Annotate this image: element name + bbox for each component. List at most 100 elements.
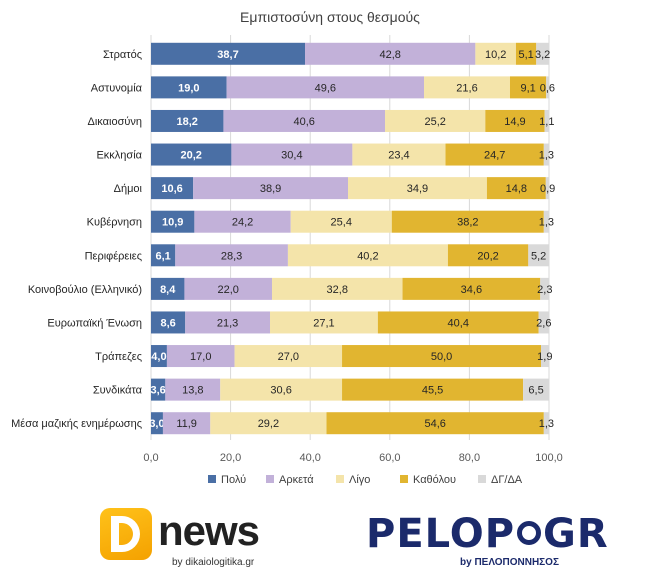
dnews-logo-word: news	[158, 507, 260, 554]
bar-segment	[185, 311, 271, 334]
bar-segment	[424, 76, 510, 99]
bar-segment	[151, 311, 186, 334]
pelop-logo-subtitle: by ΠΕΛΟΠΟΝΝΗΣΟΣ	[460, 557, 559, 568]
legend-label: Καθόλου	[413, 474, 456, 486]
legend-label: Λίγο	[349, 474, 370, 486]
bar-segment	[162, 412, 211, 435]
x-tick-label: 20,0	[220, 452, 241, 464]
bar-segment	[226, 76, 425, 99]
data-label: 34,6	[461, 284, 482, 296]
bar-segment	[528, 244, 549, 267]
data-label: 14,8	[506, 183, 527, 195]
data-label: 45,5	[422, 385, 443, 397]
bar-segment	[391, 210, 544, 233]
bar-segment	[193, 177, 349, 200]
bar-segment	[271, 277, 403, 300]
bar-segment	[342, 378, 524, 401]
data-label: 2,3	[537, 284, 552, 296]
dnews-logo-subtitle: by dikaiologitika.gr	[172, 557, 255, 568]
bar-segment	[151, 378, 166, 401]
bar-segment	[342, 345, 542, 368]
bar-segment	[540, 277, 550, 300]
data-label: 50,0	[431, 351, 452, 363]
data-label: 38,2	[457, 217, 478, 229]
bar-segment	[220, 378, 343, 401]
data-label: 29,2	[258, 418, 279, 430]
bar-segment	[151, 412, 163, 435]
bar-segment	[184, 277, 272, 300]
x-tick-label: 80,0	[459, 452, 480, 464]
pelop-logo-word: PELOP GR	[366, 511, 609, 557]
bar-segment	[194, 210, 291, 233]
category-label: Δικαιοσύνη	[87, 116, 142, 128]
data-label: 20,2	[477, 250, 498, 262]
data-label: 22,0	[218, 284, 239, 296]
category-label: Κοινοβούλιο (Ελληνικό)	[28, 284, 142, 296]
bar-segment	[151, 76, 227, 99]
data-label: 5,1	[518, 49, 533, 61]
data-label: 14,9	[504, 116, 525, 128]
data-label: 42,8	[379, 49, 400, 61]
bar-segment	[447, 244, 529, 267]
x-tick-label: 100,0	[535, 452, 563, 464]
legend-label: Πολύ	[221, 474, 246, 486]
legend-swatch	[266, 475, 274, 483]
data-label: 0,6	[540, 82, 555, 94]
x-tick-label: 40,0	[299, 452, 320, 464]
legend-swatch	[208, 475, 216, 483]
bar-segment	[270, 311, 378, 334]
bar-segment	[151, 42, 306, 65]
bar-segment	[543, 143, 549, 166]
data-label: 38,7	[217, 49, 238, 61]
bar-segment	[536, 42, 549, 65]
bar-segment	[151, 143, 232, 166]
data-label: 40,6	[294, 116, 315, 128]
category-label: Εκκλησία	[96, 150, 142, 162]
category-label: Στρατός	[103, 49, 142, 61]
data-label: 5,2	[531, 250, 546, 262]
pelop-logo-dot-icon	[517, 521, 542, 545]
bar-segment	[545, 177, 550, 200]
data-label: 1,3	[539, 418, 554, 430]
bar-segment	[234, 345, 343, 368]
bar-segment	[326, 412, 544, 435]
data-label: 8,6	[160, 317, 175, 329]
data-label: 32,8	[327, 284, 348, 296]
data-label: 8,4	[160, 284, 176, 296]
bar-segment	[538, 311, 549, 334]
data-label: 3,6	[151, 385, 166, 397]
data-label: 19,0	[178, 82, 199, 94]
category-label: Ευρωπαϊκή Ένωση	[47, 317, 142, 329]
bar-segment	[385, 109, 486, 132]
data-label: 24,2	[232, 217, 253, 229]
bar-segment	[151, 277, 185, 300]
bar-segment	[151, 109, 224, 132]
legend-label: Αρκετά	[279, 474, 314, 486]
bar-segment	[290, 210, 392, 233]
bar-segment	[515, 42, 537, 65]
data-label: 28,3	[221, 250, 242, 262]
stacked-bar-chart: Εμπιστοσύνη στους θεσμούς 0,0 20,0 40,0 60,0…	[11, 9, 563, 486]
bar-segment	[402, 277, 541, 300]
bar-segment	[546, 76, 549, 99]
bar-segment	[151, 244, 176, 267]
data-label: 1,9	[537, 351, 552, 363]
data-label: 25,2	[424, 116, 445, 128]
data-label: 4,0	[151, 351, 166, 363]
bar-segment	[544, 109, 549, 132]
data-label: 21,6	[456, 82, 477, 94]
bar-segment	[485, 109, 545, 132]
data-label: 49,6	[315, 82, 336, 94]
bar-segment	[445, 143, 544, 166]
bar-segment	[348, 177, 487, 200]
bar-segment	[210, 412, 327, 435]
bar-segment	[543, 210, 549, 233]
data-label: 18,2	[177, 116, 198, 128]
data-label: 38,9	[260, 183, 281, 195]
legend-swatch	[336, 475, 344, 483]
data-label: 54,6	[424, 418, 445, 430]
data-label: 6,1	[155, 250, 170, 262]
data-label: 10,6	[161, 183, 182, 195]
data-label: 30,4	[281, 150, 302, 162]
category-label: Κυβέρνηση	[87, 217, 142, 229]
